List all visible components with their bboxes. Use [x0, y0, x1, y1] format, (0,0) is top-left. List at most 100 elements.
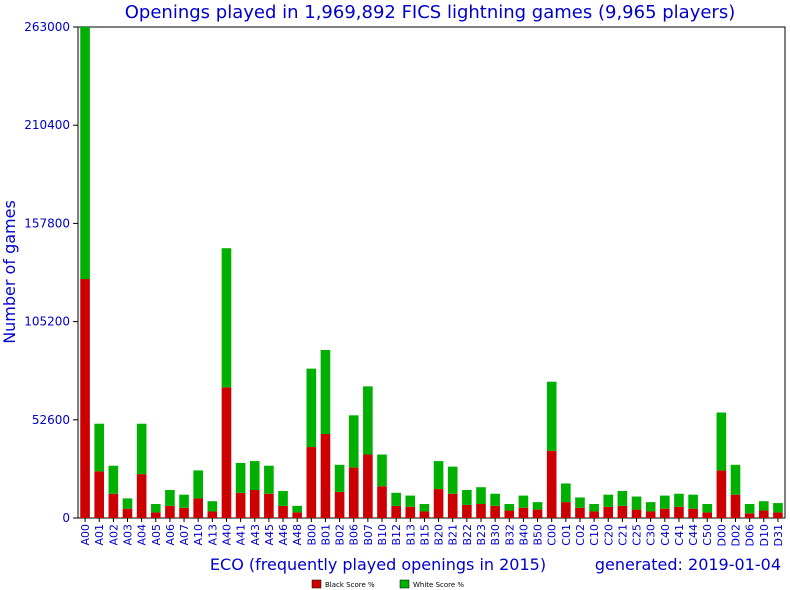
y-tick-label: 0: [62, 511, 70, 525]
bar-black-A02: [108, 493, 119, 518]
x-tick-label: C44: [687, 524, 700, 546]
bar-black-A07: [179, 507, 189, 518]
x-tick-label: A00: [79, 524, 92, 546]
x-tick-label: C00: [546, 524, 559, 546]
x-tick-label: C30: [645, 524, 658, 546]
legend-label-black: Black Score %: [325, 581, 375, 589]
bar-black-D00: [716, 470, 727, 518]
bar-white-A03: [122, 498, 133, 509]
y-axis-title: Number of games: [0, 200, 19, 344]
x-tick-label: B15: [418, 524, 431, 546]
chart-title: Openings played in 1,969,892 FICS lightn…: [125, 2, 735, 23]
bar-black-A04: [136, 474, 147, 518]
bar-white-B23: [476, 487, 486, 504]
bar-black-C41: [674, 506, 684, 518]
bar-black-A01: [94, 471, 105, 518]
bar-black-A43: [249, 489, 260, 518]
bar-black-C30: [645, 511, 656, 518]
bar-black-A48: [292, 512, 302, 518]
bar-black-B22: [462, 504, 472, 518]
bar-white-A43: [249, 461, 260, 490]
x-tick-label: D02: [730, 524, 743, 546]
x-tick-label: B21: [447, 524, 460, 546]
bar-white-B07: [363, 386, 373, 455]
x-tick-label: D10: [758, 524, 771, 546]
x-tick-label: B06: [348, 524, 361, 546]
bar-white-B15: [419, 503, 430, 512]
bar-white-A13: [207, 501, 218, 512]
x-tick-label: A45: [263, 524, 276, 546]
bar-white-A40: [221, 248, 232, 388]
legend-label-white: White Score %: [413, 581, 464, 589]
bar-black-B21: [447, 493, 458, 518]
bar-black-C10: [589, 511, 599, 518]
bar-black-C02: [575, 507, 585, 518]
x-tick-label: C20: [602, 524, 615, 546]
x-tick-label: B32: [503, 524, 516, 546]
bar-black-A13: [207, 511, 218, 518]
x-tick-label: A05: [150, 524, 163, 546]
bar-white-B21: [447, 466, 458, 494]
x-tick-label: A03: [121, 524, 134, 546]
bar-white-B01: [320, 349, 331, 434]
x-tick-label: B30: [489, 524, 502, 546]
bar-black-B07: [363, 454, 373, 518]
y-tick-label: 52600: [32, 413, 70, 427]
bar-white-C44: [688, 494, 698, 509]
bar-white-D31: [773, 503, 783, 513]
bar-white-A01: [94, 423, 105, 472]
bar-white-B12: [391, 492, 401, 506]
x-tick-label: A46: [277, 524, 290, 546]
x-tick-label: C25: [631, 524, 644, 546]
bar-white-A04: [136, 423, 147, 475]
bar-white-A41: [235, 462, 246, 493]
bar-white-C00: [546, 381, 557, 451]
bar-black-B12: [391, 505, 401, 518]
bar-black-A05: [150, 512, 161, 518]
bar-black-B06: [348, 467, 359, 518]
bar-white-C10: [589, 503, 599, 512]
plot-frame: [77, 26, 786, 519]
bar-black-B40: [518, 507, 529, 518]
bar-white-C50: [702, 503, 713, 513]
x-tick-label: A04: [136, 524, 149, 546]
bar-black-A06: [165, 505, 175, 518]
bar-white-B30: [490, 493, 500, 506]
bar-black-C01: [561, 502, 571, 518]
bar-black-D10: [758, 510, 769, 518]
x-tick-label: C21: [616, 524, 629, 546]
bar-white-B02: [334, 464, 345, 492]
x-tick-label: B22: [461, 524, 474, 546]
x-tick-label: A48: [291, 524, 304, 546]
x-tick-label: D00: [715, 524, 728, 546]
x-tick-label: A10: [192, 524, 205, 546]
bar-white-B20: [433, 461, 444, 490]
bar-white-C30: [645, 502, 656, 512]
bar-black-A40: [221, 387, 232, 518]
bar-white-A45: [264, 465, 274, 494]
bar-white-D06: [744, 503, 755, 514]
bar-black-B00: [306, 447, 317, 518]
bar-white-B10: [377, 454, 387, 487]
bar-black-C44: [688, 508, 698, 518]
bar-white-B13: [405, 495, 416, 507]
bar-white-B06: [348, 415, 359, 468]
bar-white-B32: [504, 503, 515, 511]
generated-note: generated: 2019-01-04: [595, 555, 781, 574]
y-tick-label: 210400: [24, 118, 70, 132]
y-ticks: 0 52600 105200 157800 210400 263000: [24, 20, 78, 525]
x-tick-label: B40: [517, 524, 530, 546]
x-tick-label: A13: [206, 524, 219, 546]
bar-white-A48: [292, 505, 302, 513]
x-tick-label: A43: [249, 524, 262, 546]
bar-black-B23: [476, 503, 486, 518]
bar-black-A03: [122, 508, 133, 518]
bar-white-B00: [306, 368, 317, 448]
bar-black-A10: [193, 498, 203, 518]
x-tick-label: C40: [659, 524, 672, 546]
legend-swatch-black: [311, 579, 322, 589]
x-tick-label: B20: [433, 524, 446, 546]
x-tick-label: A01: [93, 524, 106, 546]
bar-black-B10: [377, 486, 387, 518]
